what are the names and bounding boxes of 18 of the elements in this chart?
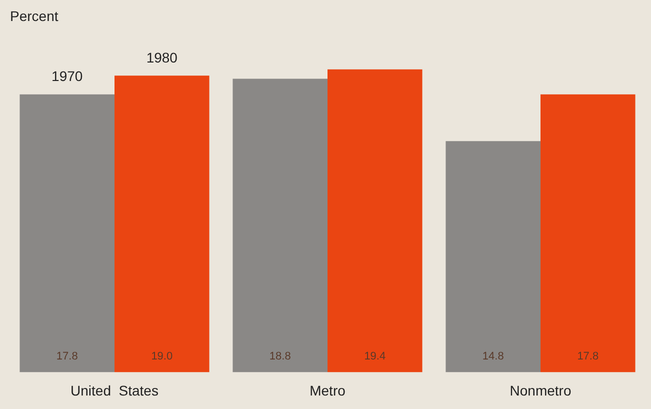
bar bbox=[540, 94, 636, 372]
data-label: 18.8 bbox=[269, 350, 291, 363]
data-label: 19.4 bbox=[364, 350, 386, 363]
x-tick-label: United States bbox=[70, 382, 158, 398]
bar bbox=[446, 141, 540, 372]
bar bbox=[114, 76, 210, 372]
x-tick-label: Nonmetro bbox=[510, 382, 572, 398]
data-label: 17.8 bbox=[56, 350, 78, 363]
x-tick-label: Metro bbox=[310, 382, 346, 398]
series-label: 1970 bbox=[52, 68, 83, 84]
bar bbox=[20, 94, 114, 372]
data-label: 19.0 bbox=[151, 350, 173, 363]
bar bbox=[232, 78, 328, 372]
data-label: 17.8 bbox=[577, 350, 599, 363]
y-axis-title: Percent bbox=[10, 8, 58, 24]
bar bbox=[328, 69, 422, 372]
series-label: 1980 bbox=[146, 49, 178, 66]
data-label: 14.8 bbox=[482, 350, 504, 363]
